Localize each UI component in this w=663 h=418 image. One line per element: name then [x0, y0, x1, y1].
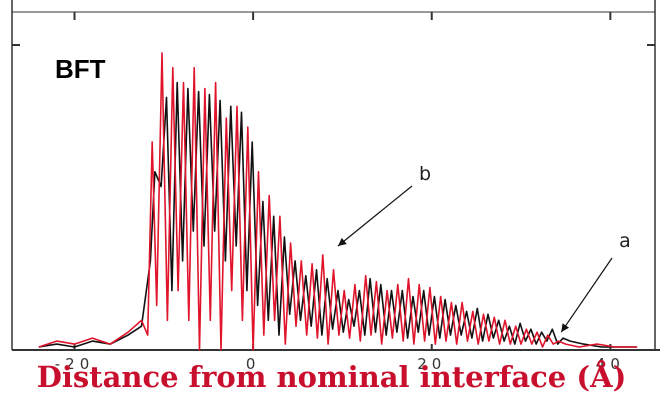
plot-frame — [11, 0, 660, 351]
annotation-arrowhead-a — [561, 323, 570, 333]
x-tick-label: 40 — [596, 355, 625, 373]
x-tick-label: 0 — [246, 355, 261, 373]
x-tick-label: -20 — [55, 355, 95, 373]
annotation-arrowhead-b — [337, 237, 347, 246]
series-line-b — [38, 52, 638, 351]
x-tick-labels: -20 0 20 40 — [55, 355, 625, 373]
x-axis-label: Distance from nominal interface (Å) — [36, 360, 627, 394]
x-tick-label: 20 — [417, 355, 446, 373]
series-layer — [38, 52, 638, 351]
annotation-label-b: b — [419, 163, 431, 185]
series-line-a — [38, 81, 638, 348]
annotation-label-a: a — [619, 230, 631, 252]
top-tick-marks — [73, 12, 612, 20]
panel-label: BFT — [55, 54, 106, 84]
annotation-arrow-a — [560, 257, 613, 333]
annotation-arrow-b — [337, 185, 413, 247]
annotation-layer: ba — [337, 163, 631, 333]
